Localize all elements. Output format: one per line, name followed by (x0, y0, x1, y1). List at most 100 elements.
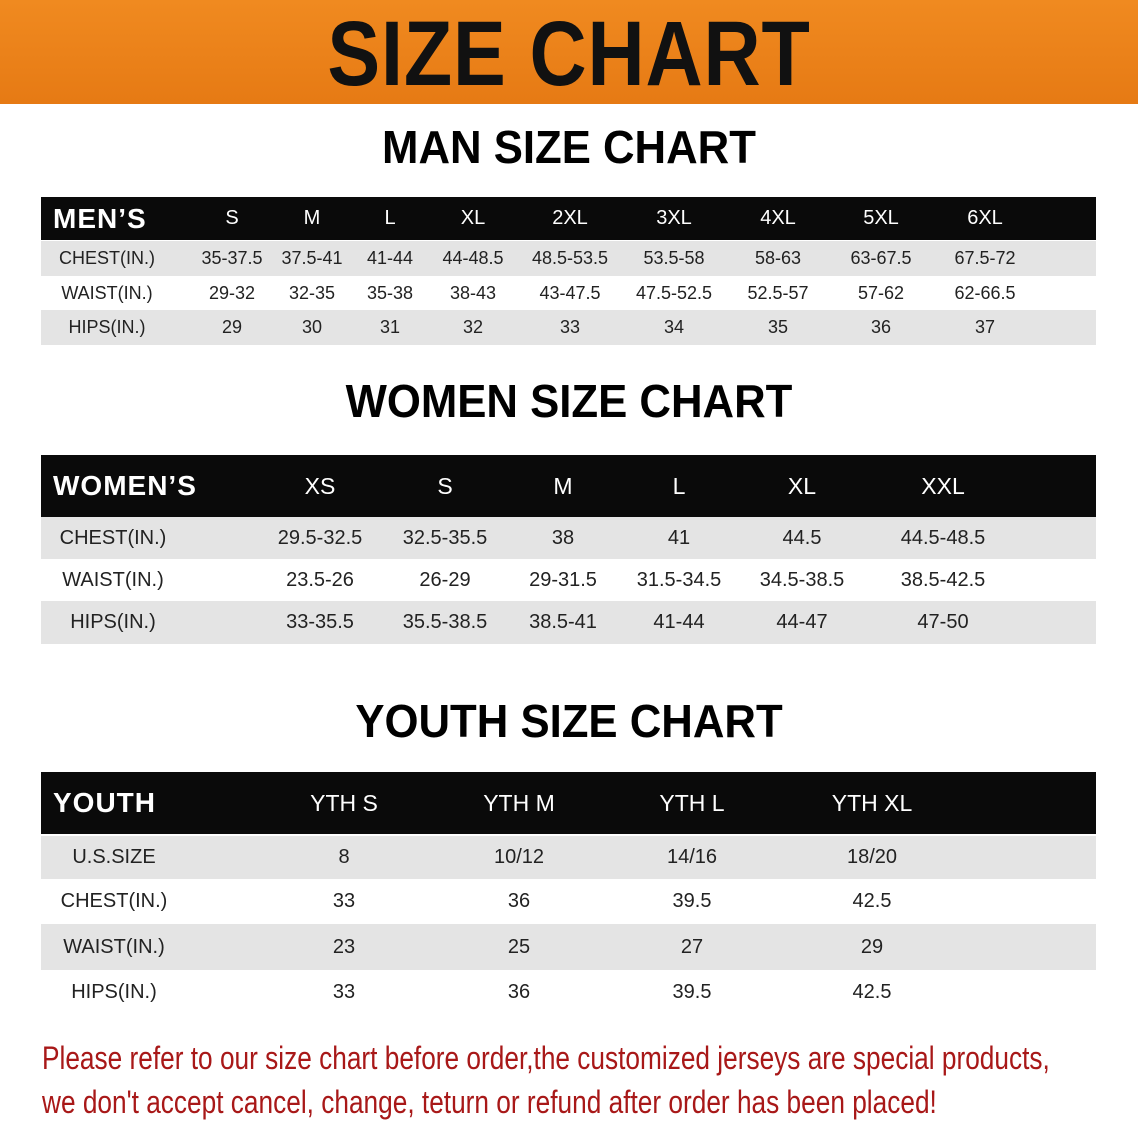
table-header-row: WOMEN’S XS S M L XL XXL (41, 455, 1096, 517)
table-cell: 44.5-48.5 (900, 526, 986, 549)
table-cell: 36 (507, 890, 531, 912)
table-cell: 32.5-35.5 (402, 526, 488, 549)
table-cell: 29 (860, 935, 884, 958)
table-cell: 38.5-41 (529, 611, 597, 633)
size-header-xl: XL (460, 207, 486, 229)
table-cell: 18/20 (846, 846, 898, 868)
table-row: HIPS(IN.) 33-35.5 35.5-38.5 38.5-41 41-44 44-… (41, 601, 1096, 644)
size-header-xs: XS (304, 472, 336, 499)
size-header-l: L (672, 472, 686, 499)
youth-section-title: YOUTH SIZE CHART (355, 695, 783, 747)
table-cell: 36 (870, 317, 892, 337)
table-cell: 34 (663, 317, 685, 337)
table-cell: 39.5 (672, 981, 712, 1003)
row-label: WAIST(IN.) (63, 935, 165, 958)
table-row: CHEST(IN.) 33 36 39.5 42.5 (41, 879, 1096, 924)
table-cell: 23 (332, 935, 356, 958)
row-label: WAIST(IN.) (61, 282, 153, 303)
table-cell: 35-37.5 (201, 248, 263, 268)
table-cell: 29-31.5 (529, 568, 597, 591)
size-header-s: S (437, 472, 453, 499)
table-cell: 8 (338, 846, 350, 868)
table-row: U.S.SIZE 8 10/12 14/16 18/20 (41, 836, 1096, 879)
table-cell: 57-62 (857, 282, 905, 303)
size-header-yth-xl: YTH XL (831, 789, 913, 816)
size-header-5xl: 5XL (863, 207, 899, 229)
table-cell: 34.5-38.5 (759, 568, 845, 591)
table-cell: 25 (507, 935, 531, 958)
table-cell: 47-50 (917, 611, 969, 633)
notice-line-2: we don't accept cancel, change, teturn o… (42, 1084, 937, 1120)
size-header-xl: XL (787, 472, 817, 499)
size-header-2xl: 2XL (552, 207, 588, 229)
table-cell: 41-44 (366, 248, 414, 268)
table-cell: 37 (974, 317, 996, 337)
table-cell: 44-47 (776, 611, 828, 633)
size-header-4xl: 4XL (760, 207, 796, 229)
table-cell: 48.5-53.5 (531, 248, 609, 268)
table-cell: 47.5-52.5 (635, 282, 713, 303)
table-cell: 27 (680, 935, 704, 958)
table-cell: 62-66.5 (954, 282, 1016, 303)
page-title: SIZE CHART (327, 3, 811, 105)
row-label: CHEST(IN.) (60, 890, 168, 912)
table-cell: 33-35.5 (286, 611, 354, 633)
table-row: HIPS(IN.) 29 30 31 32 33 34 35 36 37 (41, 310, 1096, 345)
table-cell: 58-63 (754, 248, 802, 268)
table-cell: 37.5-41 (281, 248, 343, 268)
women-section-title: WOMEN SIZE CHART (345, 375, 793, 427)
size-header-3xl: 3XL (656, 207, 692, 229)
table-cell: 63-67.5 (850, 248, 912, 268)
table-row: HIPS(IN.) 33 36 39.5 42.5 (41, 970, 1096, 1015)
table-cell: 43-47.5 (539, 282, 601, 303)
row-label: HIPS(IN.) (71, 981, 157, 1003)
table-cell: 14/16 (666, 846, 718, 868)
row-label: U.S.SIZE (72, 846, 156, 868)
table-cell: 38.5-42.5 (900, 568, 986, 591)
table-cell: 26-29 (419, 568, 471, 591)
table-cell: 35 (767, 317, 789, 337)
size-header-xxl: XXL (921, 472, 965, 499)
table-header-row: YOUTH YTH S YTH M YTH L YTH XL (41, 772, 1096, 834)
size-header-s: S (225, 207, 239, 229)
table-cell: 42.5 (852, 981, 892, 1003)
table-cell: 35.5-38.5 (402, 611, 488, 633)
table-header-row: MEN’S S M L XL 2XL 3XL 4XL 5XL 6XL (41, 197, 1096, 240)
row-label: HIPS(IN.) (70, 611, 156, 633)
table-cell: 30 (301, 317, 323, 337)
table-cell: 31 (379, 317, 401, 337)
size-header-6xl: 6XL (967, 207, 1003, 229)
table-cell: 41-44 (653, 611, 705, 633)
row-label: WAIST(IN.) (62, 568, 164, 591)
table-cell: 33 (332, 981, 356, 1003)
table-cell: 29.5-32.5 (277, 526, 363, 549)
table-cell: 33 (559, 317, 581, 337)
table-cell: 29 (221, 317, 243, 337)
table-cell: 29-32 (208, 282, 256, 303)
notice-line-1: Please refer to our size chart before or… (42, 1040, 1050, 1076)
table-cell: 52.5-57 (747, 282, 809, 303)
table-cell: 44-48.5 (442, 248, 504, 268)
table-row: WAIST(IN.) 23.5-26 26-29 29-31.5 31.5-34.5 34… (41, 559, 1096, 601)
table-cell: 42.5 (852, 890, 892, 912)
table-header-label: WOMEN’S (53, 470, 197, 501)
table-cell: 38-43 (449, 282, 497, 303)
size-header-yth-s: YTH S (310, 789, 378, 816)
table-row: WAIST(IN.) 23 25 27 29 (41, 924, 1096, 970)
row-label: HIPS(IN.) (68, 317, 146, 337)
size-header-l: L (384, 207, 396, 229)
table-cell: 33 (332, 890, 356, 912)
table-cell: 44.5 (782, 526, 822, 549)
table-header-label: MEN’S (53, 202, 147, 234)
table-row: CHEST(IN.) 29.5-32.5 32.5-35.5 38 41 44.5 44.5… (41, 517, 1096, 559)
table-cell: 31.5-34.5 (636, 568, 722, 591)
row-label: CHEST(IN.) (59, 526, 167, 549)
table-row: WAIST(IN.) 29-32 32-35 35-38 38-43 43-47.5 47.… (41, 276, 1096, 310)
table-cell: 10/12 (493, 846, 545, 868)
size-header-yth-l: YTH L (659, 789, 725, 816)
table-row: CHEST(IN.) 35-37.5 37.5-41 41-44 44-48.5 48.5… (41, 241, 1096, 276)
table-cell: 35-38 (366, 282, 414, 303)
table-cell: 41 (667, 526, 691, 549)
table-cell: 32-35 (288, 282, 336, 303)
size-header-m: M (303, 207, 321, 229)
